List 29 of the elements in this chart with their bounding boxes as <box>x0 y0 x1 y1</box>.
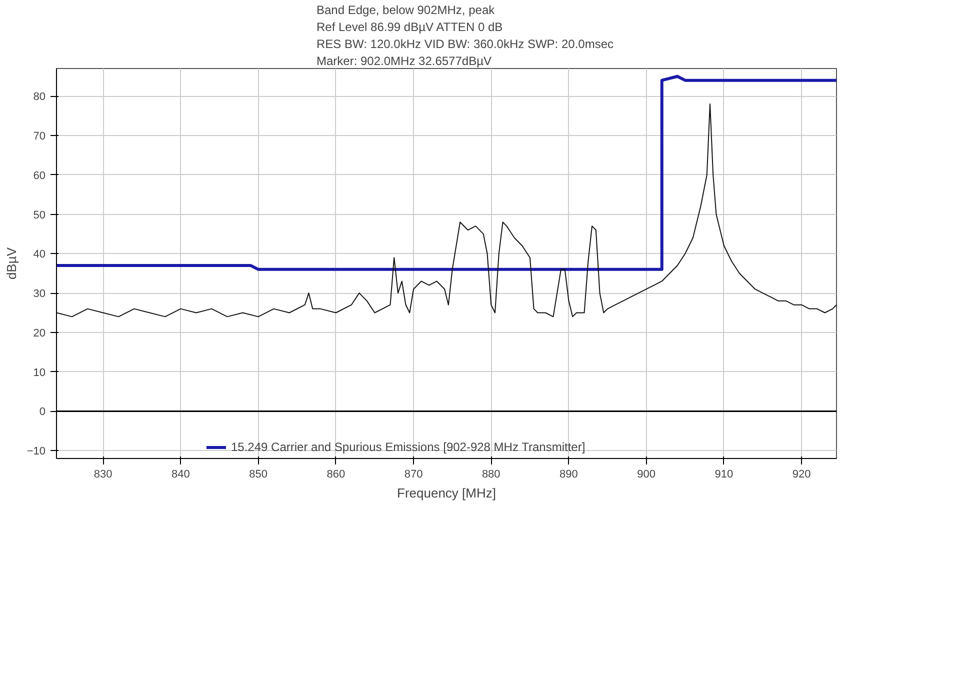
x-tick-label: 900 <box>637 468 656 480</box>
y-tick-label: 30 <box>33 288 46 300</box>
y-tick-label: 40 <box>33 248 46 261</box>
line-series <box>56 103 836 318</box>
y-tick-label: 70 <box>33 130 46 142</box>
x-tick-label: 830 <box>94 468 112 480</box>
x-tick-label: 920 <box>792 468 811 480</box>
legend-label: 15.249 Carrier and Spurious Emissions [902-928 MHz Transmitter] <box>231 440 586 454</box>
y-axis-title: dBµV <box>4 247 19 280</box>
x-tick-label: 870 <box>404 468 423 480</box>
y-tick-label: 0 <box>39 406 46 418</box>
x-axis-title: Frequency [MHz] <box>397 486 496 500</box>
line-series <box>56 74 836 271</box>
y-tick-label: −10 <box>26 446 46 458</box>
x-tick-label: 880 <box>482 468 500 480</box>
text: Ref Level 86.99 dBµV ATTEN 0 dB <box>316 20 503 34</box>
x-tick-label: 910 <box>714 468 734 480</box>
y-tick-label: 80 <box>33 91 46 104</box>
y-tick-label: 20 <box>33 327 46 340</box>
x-tick-label: 890 <box>560 468 578 480</box>
x-tick-label: 850 <box>249 468 268 480</box>
x-tick-label: 860 <box>326 468 346 480</box>
x-tick-label: 840 <box>172 468 190 480</box>
y-tick-label: 60 <box>33 170 46 182</box>
text: Marker: 902.0MHz 32.6577dBµV <box>316 54 492 68</box>
y-tick-label: 10 <box>33 366 46 379</box>
text: Band Edge, below 902MHz, peak <box>316 3 496 17</box>
y-tick-label: 50 <box>33 209 46 222</box>
text: RES BW: 120.0kHz VID BW: 360.0kHz SWP: 20.0msec <box>316 37 614 51</box>
